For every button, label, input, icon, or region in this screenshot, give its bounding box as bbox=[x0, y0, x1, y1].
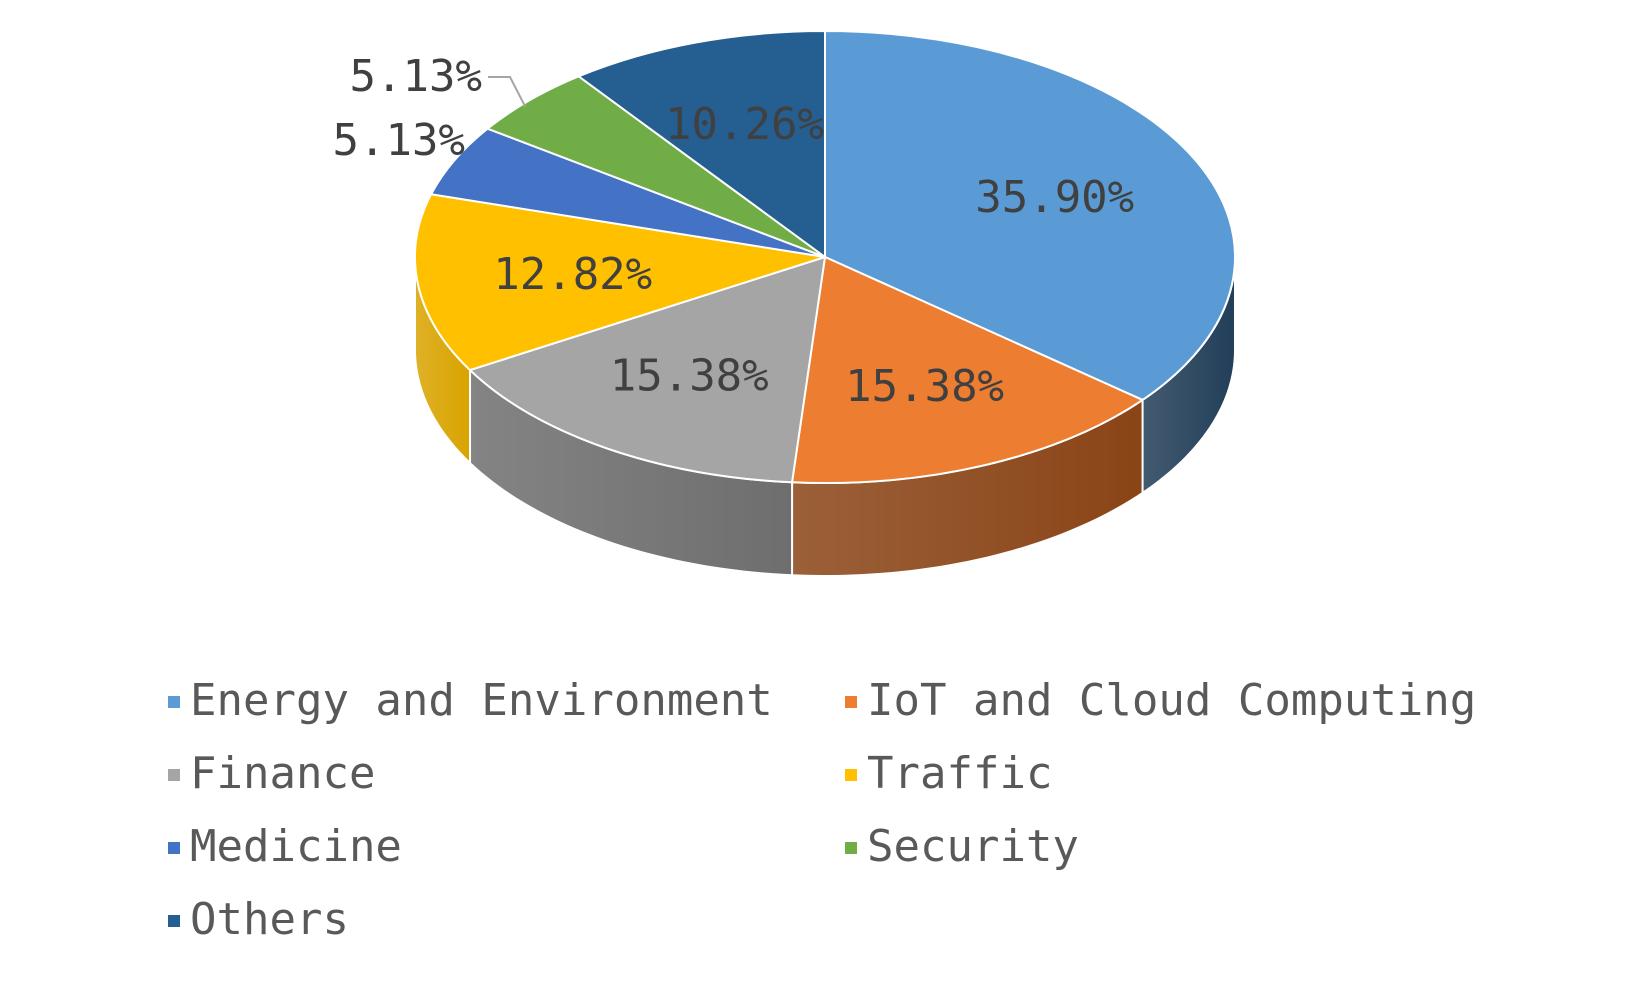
legend-item-security: Security bbox=[845, 821, 1079, 872]
legend-label: Finance bbox=[190, 748, 375, 799]
pie-slice-iot-and-cloud-computing bbox=[791, 256, 1144, 485]
data-label-finance: 15.38% bbox=[610, 350, 769, 401]
legend-swatch bbox=[845, 769, 857, 781]
data-label-security: 5.13% bbox=[350, 51, 482, 102]
legend-item-others: Others bbox=[168, 894, 349, 945]
legend-swatch bbox=[845, 842, 857, 854]
legend: Energy and Environment IoT and Cloud Comp… bbox=[168, 675, 1476, 945]
data-label-iot-and-cloud-computing: 15.38% bbox=[845, 361, 1004, 412]
pie-slice-energy-and-environment bbox=[824, 30, 1236, 401]
legend-swatch bbox=[845, 696, 857, 708]
data-label-traffic: 12.82% bbox=[493, 249, 652, 300]
legend-item-finance: Finance bbox=[168, 748, 375, 799]
legend-label: Energy and Environment bbox=[190, 675, 773, 726]
legend-item-traffic: Traffic bbox=[845, 748, 1052, 799]
legend-item-medicine: Medicine bbox=[168, 821, 402, 872]
legend-label: Others bbox=[190, 894, 349, 945]
legend-swatch bbox=[168, 915, 180, 927]
pie-slice-traffic bbox=[414, 193, 826, 372]
legend-swatch bbox=[168, 842, 180, 854]
pie-sides bbox=[414, 256, 1236, 577]
pie-slice-finance bbox=[469, 256, 826, 484]
legend-label: Traffic bbox=[867, 748, 1052, 799]
legend-swatch bbox=[168, 696, 180, 708]
pie-slices bbox=[414, 30, 1236, 485]
pie-data-labels: 35.90% 15.38% 15.38% 12.82% 5.13% 5.13% 10.26% bbox=[333, 51, 1135, 412]
pie-slice-others bbox=[577, 30, 826, 258]
data-label-energy-and-environment: 35.90% bbox=[975, 172, 1134, 223]
legend-item-energy-and-environment: Energy and Environment bbox=[168, 675, 773, 726]
data-label-medicine: 5.13% bbox=[333, 115, 465, 166]
legend-label: IoT and Cloud Computing bbox=[867, 675, 1476, 726]
legend-swatch bbox=[168, 769, 180, 781]
legend-label: Medicine bbox=[190, 821, 402, 872]
data-label-others: 10.26% bbox=[665, 99, 824, 150]
leader-line-security bbox=[488, 76, 527, 107]
legend-label: Security bbox=[867, 821, 1079, 872]
legend-item-iot-and-cloud-computing: IoT and Cloud Computing bbox=[845, 675, 1476, 726]
